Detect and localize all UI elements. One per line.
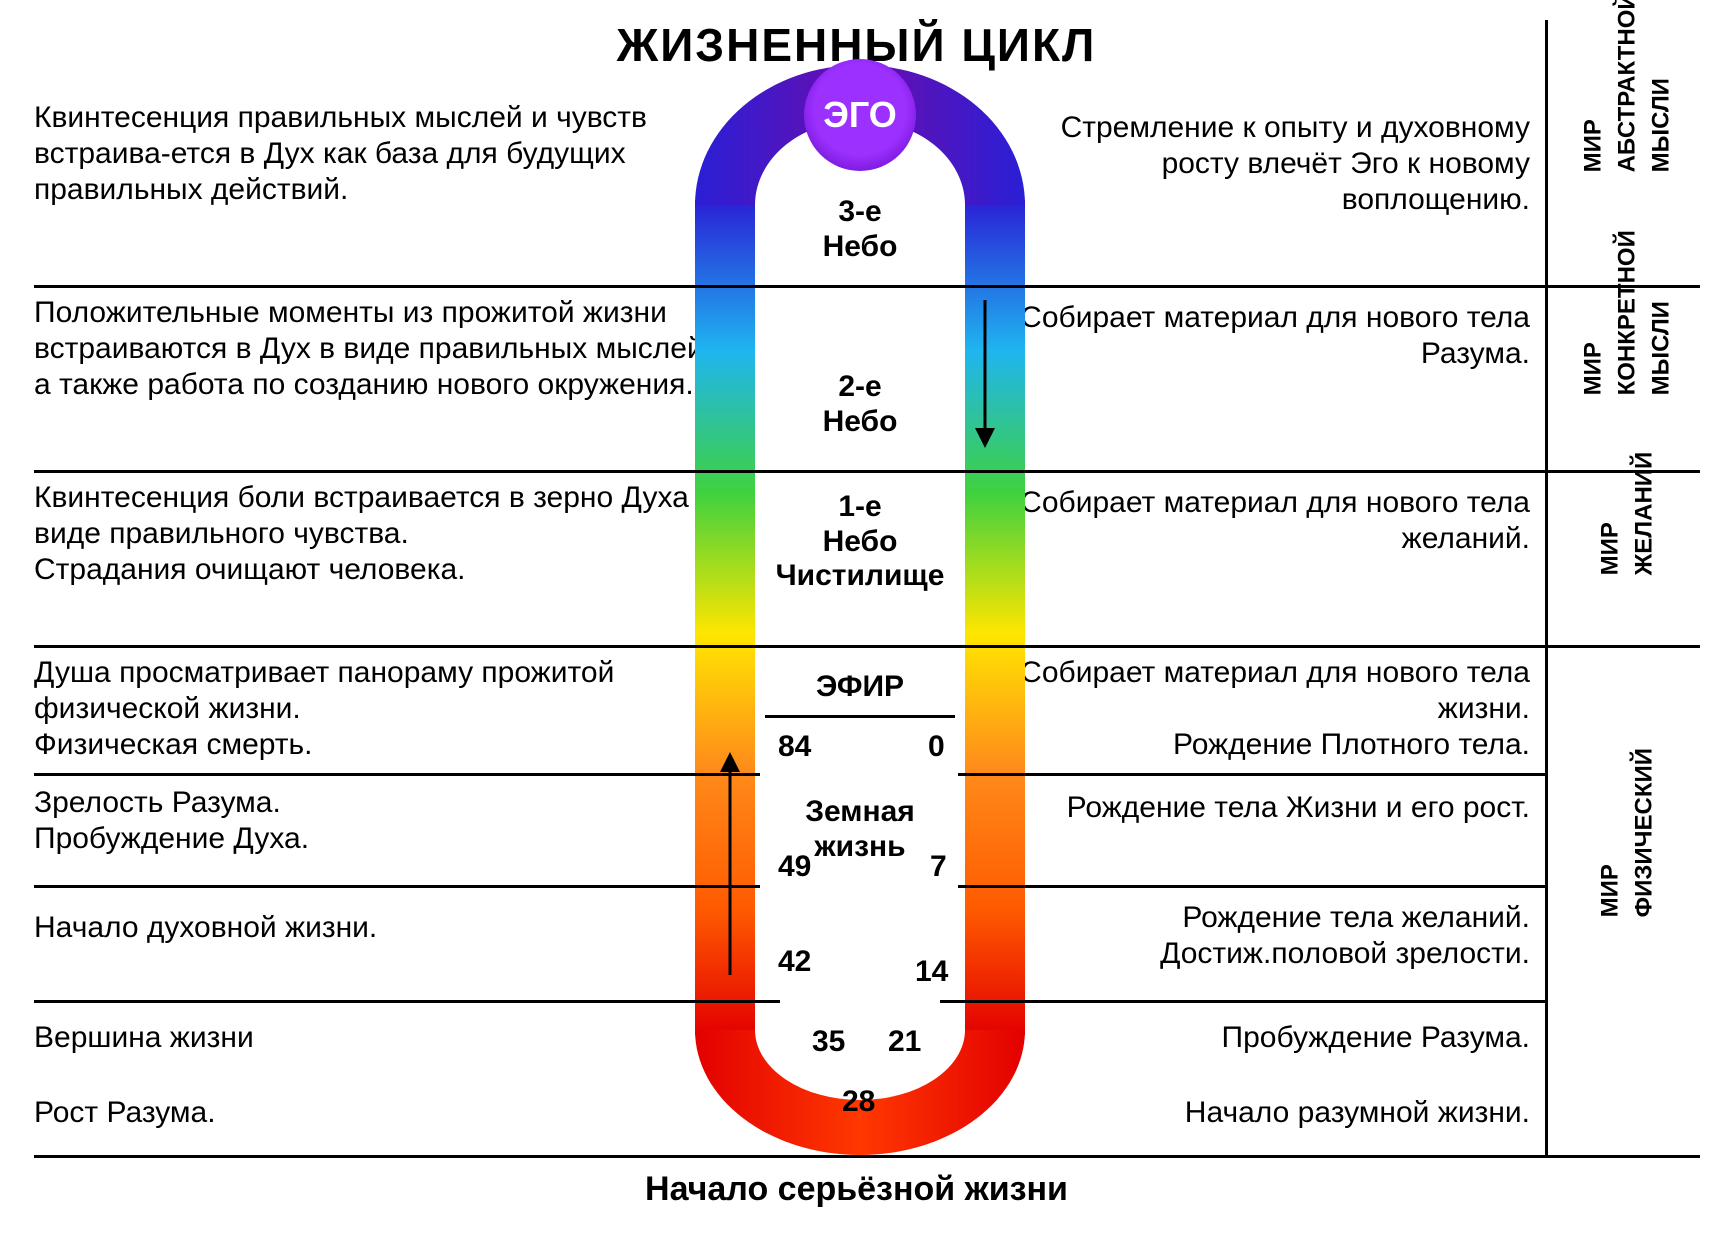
hline-h5r: [958, 885, 1545, 888]
age-7: 7: [930, 850, 947, 884]
ego-label: ЭГО: [823, 94, 897, 136]
ether-divider: [765, 715, 955, 718]
hline-h6: [34, 1000, 780, 1003]
age-28: 28: [842, 1085, 875, 1119]
center-label-sky2: 2-е Небо: [760, 370, 960, 439]
hline-h1: [34, 285, 1700, 288]
world-w4: МИРФИЗИЧЕСКИЙ: [1555, 650, 1700, 1155]
center-label-sky1: 1-е Небо Чистилище: [740, 490, 980, 594]
center-label-ether: ЭФИР: [760, 670, 960, 705]
vline-vw: [1545, 20, 1548, 1155]
hline-h3: [34, 645, 1700, 648]
hline-h2: [34, 470, 1700, 473]
age-84: 84: [778, 730, 811, 764]
arrow-down: [965, 288, 1005, 452]
rainbow-tube: [0, 0, 1713, 1240]
age-14: 14: [915, 955, 948, 989]
hline-h4: [34, 773, 760, 776]
hline-h4r: [958, 773, 1545, 776]
age-42: 42: [778, 945, 811, 979]
arrow-up: [710, 748, 750, 987]
hline-h5: [34, 885, 760, 888]
center-label-sky3: 3-е Небо: [760, 195, 960, 264]
age-21: 21: [888, 1025, 921, 1059]
world-w2: МИРКОНКРЕТНОЙМЫСЛИ: [1555, 290, 1700, 470]
hline-h7: [34, 1155, 1700, 1158]
hline-h6r: [940, 1000, 1545, 1003]
world-w3: МИРЖЕЛАНИЙ: [1555, 475, 1700, 645]
age-35: 35: [812, 1025, 845, 1059]
ego-circle: ЭГО: [804, 59, 916, 171]
age-49: 49: [778, 850, 811, 884]
age-0: 0: [928, 730, 945, 764]
tube-svg: [0, 0, 1713, 1240]
